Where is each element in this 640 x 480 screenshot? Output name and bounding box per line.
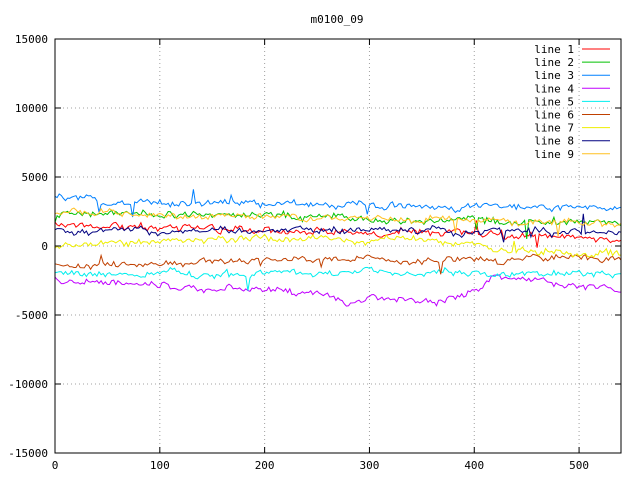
y-tick-label: 0 (41, 240, 48, 253)
y-tick-label: 5000 (22, 171, 49, 184)
series-line-8 (54, 213, 622, 243)
series-layer (54, 189, 622, 307)
legend-label: line 2 (534, 56, 574, 69)
y-tick-label: -15000 (8, 447, 48, 460)
axis-ticks: -15000 -10000 -5000 0 5000 10000 15000 0 100 200 3… (8, 33, 621, 472)
x-tick-label: 200 (255, 459, 275, 472)
x-tick-label: 300 (360, 459, 380, 472)
chart-title: m0100_09 (311, 13, 364, 26)
series-line-9 (54, 207, 622, 237)
legend-label: line 3 (534, 69, 574, 82)
series-line-6 (54, 253, 622, 275)
legend-label: line 5 (534, 95, 574, 108)
legend-label: line 4 (534, 82, 574, 95)
y-tick-label: -5000 (15, 309, 48, 322)
series-line-3 (54, 189, 622, 218)
legend-label: line 6 (534, 109, 574, 122)
x-tick-label: 500 (569, 459, 589, 472)
series-line-1 (54, 220, 622, 248)
y-tick-label: 10000 (15, 102, 48, 115)
y-tick-label: 15000 (15, 33, 48, 46)
series-line-7 (54, 233, 622, 258)
grid (55, 39, 621, 453)
x-tick-label: 400 (464, 459, 484, 472)
legend-label: line 8 (534, 135, 574, 148)
legend-label: line 9 (534, 148, 574, 161)
series-line-4 (54, 274, 621, 307)
x-tick-label: 100 (150, 459, 170, 472)
legend-label: line 7 (534, 122, 574, 135)
legend-label: line 1 (534, 43, 574, 56)
y-tick-label: -10000 (8, 378, 48, 391)
x-tick-label: 0 (52, 459, 59, 472)
series-line-2 (54, 209, 622, 240)
series-line-5 (54, 266, 621, 291)
